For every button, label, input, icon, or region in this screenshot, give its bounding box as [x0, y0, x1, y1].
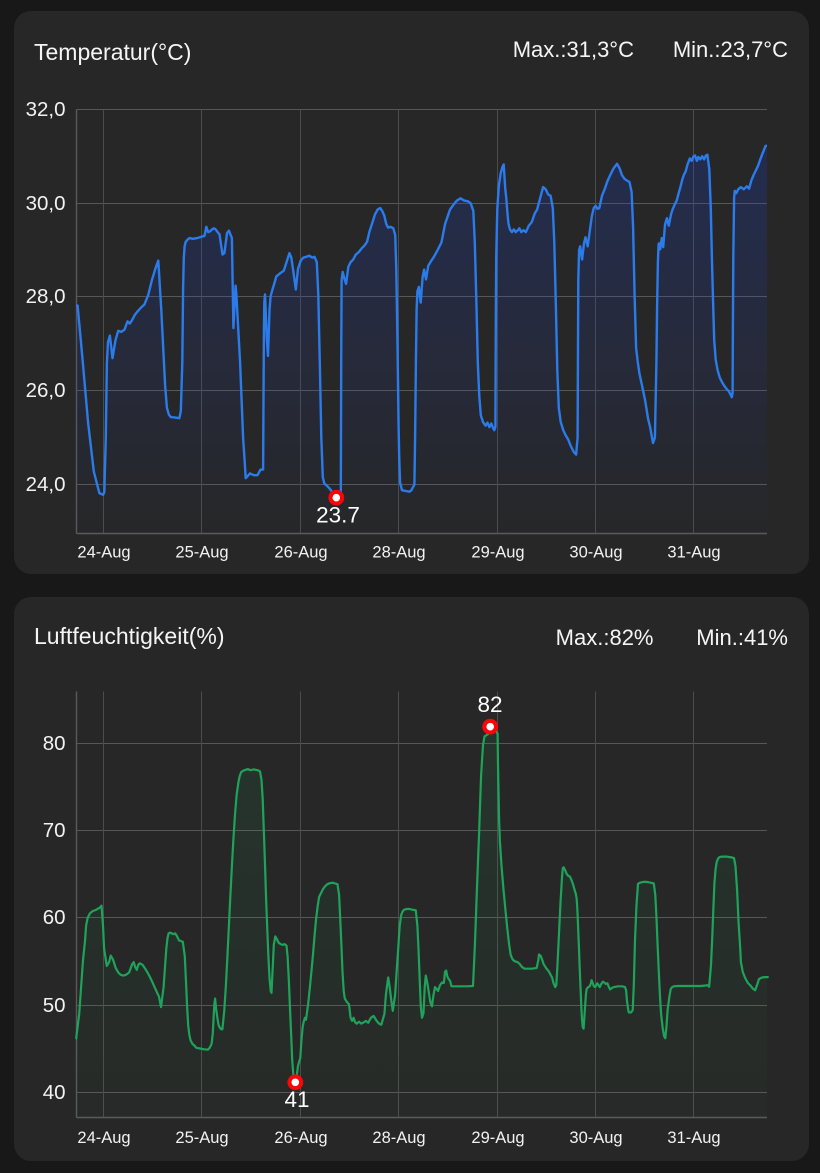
svg-text:40: 40 — [43, 1081, 66, 1104]
svg-text:41: 41 — [284, 1087, 309, 1112]
svg-text:23.7: 23.7 — [316, 503, 360, 528]
svg-text:50: 50 — [43, 994, 66, 1017]
svg-text:28,0: 28,0 — [26, 285, 66, 308]
svg-text:Min.:41%: Min.:41% — [696, 625, 788, 650]
svg-text:70: 70 — [43, 819, 66, 842]
svg-text:30-Aug: 30-Aug — [569, 544, 622, 562]
svg-text:25-Aug: 25-Aug — [175, 544, 228, 562]
svg-text:Temperatur(°C): Temperatur(°C) — [34, 39, 191, 65]
svg-text:60: 60 — [43, 906, 66, 929]
svg-text:31-Aug: 31-Aug — [667, 544, 720, 562]
svg-text:28-Aug: 28-Aug — [372, 1129, 425, 1147]
svg-text:29-Aug: 29-Aug — [471, 1129, 524, 1147]
svg-text:30,0: 30,0 — [26, 192, 66, 215]
svg-text:31-Aug: 31-Aug — [667, 1129, 720, 1147]
svg-text:28-Aug: 28-Aug — [372, 544, 425, 562]
svg-text:24,0: 24,0 — [26, 473, 66, 496]
svg-text:32,0: 32,0 — [26, 98, 66, 121]
svg-text:82: 82 — [477, 692, 502, 717]
svg-text:26,0: 26,0 — [26, 379, 66, 402]
svg-text:80: 80 — [43, 732, 66, 755]
svg-text:Max.:31,3°C: Max.:31,3°C — [513, 37, 634, 62]
svg-text:26-Aug: 26-Aug — [274, 1129, 327, 1147]
svg-text:Luftfeuchtigkeit(%): Luftfeuchtigkeit(%) — [34, 623, 224, 649]
svg-text:29-Aug: 29-Aug — [471, 544, 524, 562]
svg-text:Max.:82%: Max.:82% — [556, 625, 654, 650]
svg-text:30-Aug: 30-Aug — [569, 1129, 622, 1147]
svg-text:24-Aug: 24-Aug — [77, 1129, 130, 1147]
svg-text:26-Aug: 26-Aug — [274, 544, 327, 562]
svg-text:Min.:23,7°C: Min.:23,7°C — [673, 37, 788, 62]
svg-text:25-Aug: 25-Aug — [175, 1129, 228, 1147]
svg-text:24-Aug: 24-Aug — [77, 544, 130, 562]
